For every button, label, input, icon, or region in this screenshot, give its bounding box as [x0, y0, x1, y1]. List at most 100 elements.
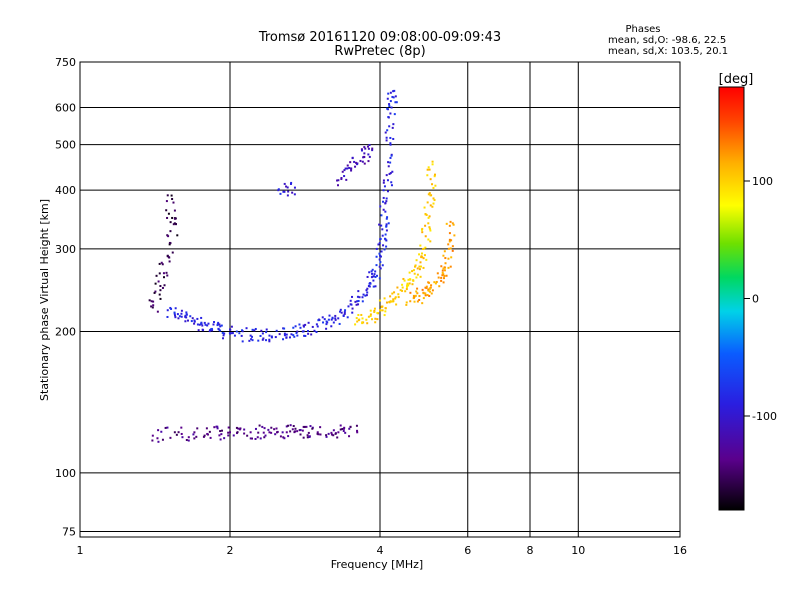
data-point	[386, 97, 389, 100]
data-point	[193, 437, 196, 440]
data-point	[292, 326, 295, 329]
data-point	[261, 332, 264, 335]
data-point	[219, 329, 222, 332]
data-point	[171, 251, 174, 254]
data-point	[357, 290, 360, 293]
data-point	[169, 230, 172, 233]
data-point	[180, 315, 183, 318]
data-point	[332, 321, 335, 324]
data-point	[435, 280, 438, 283]
data-point	[317, 319, 320, 322]
data-point	[401, 286, 404, 289]
data-point	[346, 316, 349, 319]
data-point	[227, 431, 230, 434]
data-point	[374, 317, 377, 320]
x-tick-label: 4	[377, 544, 384, 557]
y-tick-label: 300	[55, 243, 76, 256]
y-tick-label: 200	[55, 326, 76, 339]
data-point	[166, 194, 169, 197]
data-point	[386, 190, 389, 193]
colorbar-ticks: -100 0 100	[744, 175, 777, 423]
data-point	[158, 272, 161, 275]
colorbar-tick-label: 0	[752, 293, 759, 306]
data-point	[178, 315, 181, 318]
data-point	[381, 234, 384, 237]
data-point	[344, 431, 347, 434]
data-point	[390, 184, 393, 187]
data-point	[452, 223, 455, 226]
data-point	[426, 294, 429, 297]
data-point	[257, 339, 260, 342]
data-point	[424, 294, 427, 297]
data-point	[419, 275, 422, 278]
data-point	[151, 434, 154, 437]
data-point	[287, 424, 290, 427]
data-point	[159, 285, 162, 288]
data-point	[203, 434, 206, 437]
data-point	[343, 169, 346, 172]
data-point	[345, 178, 348, 181]
data-point	[424, 213, 427, 216]
data-point	[449, 247, 452, 250]
data-point	[424, 246, 427, 249]
data-point	[332, 434, 335, 437]
data-point	[180, 309, 183, 312]
data-points	[148, 89, 456, 443]
data-point	[415, 276, 418, 279]
data-point	[231, 332, 234, 335]
data-point	[154, 282, 157, 285]
data-point	[351, 156, 354, 159]
data-point	[375, 255, 378, 258]
data-point	[371, 147, 374, 150]
data-point	[431, 289, 434, 292]
data-point	[404, 290, 407, 293]
data-point	[196, 427, 199, 430]
data-point	[366, 291, 369, 294]
data-point	[421, 231, 424, 234]
data-point	[403, 279, 406, 282]
y-tick-label: 600	[55, 101, 76, 114]
data-point	[443, 274, 446, 277]
data-point	[394, 95, 397, 98]
data-point	[355, 161, 358, 164]
data-point	[389, 112, 392, 115]
data-point	[212, 323, 215, 326]
chart-title: Tromsø 20161120 09:08:00-09:09:43	[258, 30, 501, 45]
data-point	[282, 436, 285, 439]
data-point	[289, 182, 292, 185]
data-point	[424, 286, 427, 289]
data-point	[285, 425, 288, 428]
data-point	[259, 334, 262, 337]
data-point	[431, 163, 434, 166]
data-point	[361, 149, 364, 152]
data-point	[369, 314, 372, 317]
data-point	[393, 291, 396, 294]
data-point	[365, 318, 368, 321]
data-point	[343, 426, 346, 429]
data-point	[375, 274, 378, 277]
data-point	[425, 213, 428, 216]
data-point	[307, 321, 310, 324]
data-point	[158, 293, 161, 296]
data-point	[389, 136, 392, 139]
data-point	[441, 271, 444, 274]
data-point	[250, 338, 253, 341]
data-point	[330, 431, 333, 434]
data-point	[197, 329, 200, 332]
data-point	[211, 329, 214, 332]
y-tick-label: 500	[55, 139, 76, 152]
data-point	[383, 297, 386, 300]
data-point	[389, 100, 392, 103]
data-point	[359, 159, 362, 162]
data-point	[441, 269, 444, 272]
data-point	[336, 179, 339, 182]
data-point	[427, 238, 430, 241]
data-point	[161, 438, 164, 441]
data-point	[316, 325, 319, 328]
data-point	[265, 328, 268, 331]
data-point	[366, 322, 369, 325]
data-point	[376, 312, 379, 315]
data-point	[391, 126, 394, 129]
data-point	[356, 429, 359, 432]
data-point	[442, 254, 445, 257]
